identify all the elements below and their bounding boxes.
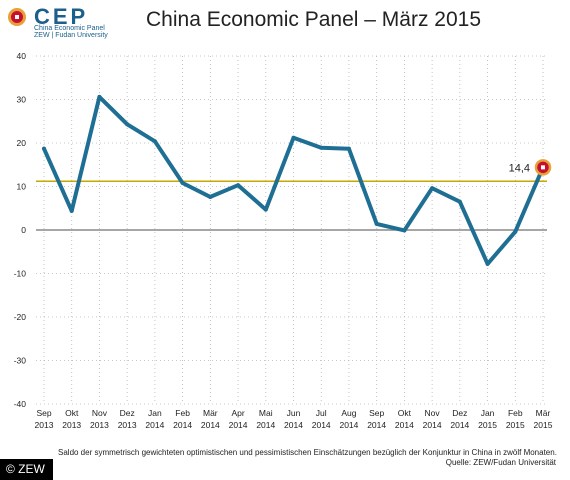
x-tick-label-year: 2013 [118, 420, 137, 430]
x-tick-label-month: Okt [65, 408, 79, 418]
x-tick-label-month: Jul [316, 408, 327, 418]
data-point [346, 146, 351, 151]
x-tick-label-month: Nov [92, 408, 108, 418]
x-tick-label-year: 2014 [173, 420, 192, 430]
x-tick-label-month: Aug [341, 408, 356, 418]
x-tick-label-month: Feb [175, 408, 190, 418]
data-point [457, 199, 462, 204]
x-tick-label-month: Sep [36, 408, 51, 418]
y-tick-label: -10 [14, 269, 27, 279]
x-tick-label-month: Jan [481, 408, 495, 418]
data-point [236, 183, 241, 188]
x-tick-label-year: 2014 [229, 420, 248, 430]
data-point [513, 229, 518, 234]
data-point [319, 145, 324, 150]
data-point [69, 208, 74, 213]
x-tick-label-month: Jun [287, 408, 301, 418]
x-tick-label-year: 2014 [395, 420, 414, 430]
highlight-value-label: 14,4 [509, 162, 530, 174]
x-tick-label-year: 2014 [284, 420, 303, 430]
y-tick-label: 20 [17, 138, 27, 148]
logo-wordmark: CEP [34, 4, 89, 29]
x-tick-label-year: 2013 [62, 420, 81, 430]
x-tick-label-month: Dez [452, 408, 467, 418]
x-tick-label-month: Jan [148, 408, 162, 418]
data-point [125, 122, 130, 127]
x-tick-label-month: Dez [120, 408, 135, 418]
data-point [291, 135, 296, 140]
copyright-badge: © ZEW [0, 459, 53, 480]
x-tick-label-month: Sep [369, 408, 384, 418]
logo-subtitle-1: China Economic Panel [34, 25, 105, 32]
highlight-marker-center [541, 165, 545, 170]
data-point [152, 139, 157, 144]
y-tick-label: 40 [17, 51, 27, 61]
x-tick-label-month: Mär [536, 408, 551, 418]
data-point [430, 186, 435, 191]
x-tick-label-year: 2015 [478, 420, 497, 430]
x-tick-label-year: 2014 [339, 420, 358, 430]
x-tick-label-year: 2014 [423, 420, 442, 430]
x-tick-label-month: Apr [231, 408, 244, 418]
data-point [374, 221, 379, 226]
page-title: China Economic Panel – März 2015 [146, 8, 482, 31]
data-point [180, 181, 185, 186]
x-tick-label-month: Feb [508, 408, 523, 418]
x-tick-label-year: 2014 [145, 420, 164, 430]
logo-subtitle-2: ZEW | Fudan University [34, 32, 108, 39]
y-tick-label: -20 [14, 312, 27, 322]
y-tick-label: 0 [21, 225, 26, 235]
data-point [42, 146, 46, 151]
x-tick-label-year: 2014 [312, 420, 331, 430]
x-tick-label-month: Okt [398, 408, 412, 418]
x-tick-label-year: 2014 [367, 420, 386, 430]
x-tick-label-month: Mär [203, 408, 218, 418]
cep-logo-mark-icon [8, 8, 26, 26]
x-tick-label-year: 2014 [201, 420, 220, 430]
x-tick-label-year: 2013 [90, 420, 109, 430]
data-point [402, 228, 407, 233]
data-point [97, 94, 102, 99]
cep-logo: CEP China Economic Panel ZEW | Fudan Uni… [6, 4, 126, 39]
x-tick-label-year: 2015 [534, 420, 553, 430]
y-tick-label: 10 [17, 182, 27, 192]
x-tick-label-month: Nov [425, 408, 441, 418]
x-tick-label-year: 2013 [35, 420, 54, 430]
y-tick-label: -40 [14, 399, 27, 409]
data-point [263, 207, 268, 212]
y-tick-label: 30 [17, 95, 27, 105]
x-tick-label-year: 2015 [506, 420, 525, 430]
y-tick-label: -30 [14, 356, 27, 366]
footnote: Saldo der symmetrisch gewichteten optimi… [58, 448, 557, 457]
x-tick-label-year: 2014 [256, 420, 275, 430]
x-tick-label-month: Mai [259, 408, 273, 418]
source-note: Quelle: ZEW/Fudan Universität [445, 458, 556, 467]
x-tick-label-year: 2014 [450, 420, 469, 430]
data-point [208, 194, 213, 199]
data-point [485, 261, 490, 266]
